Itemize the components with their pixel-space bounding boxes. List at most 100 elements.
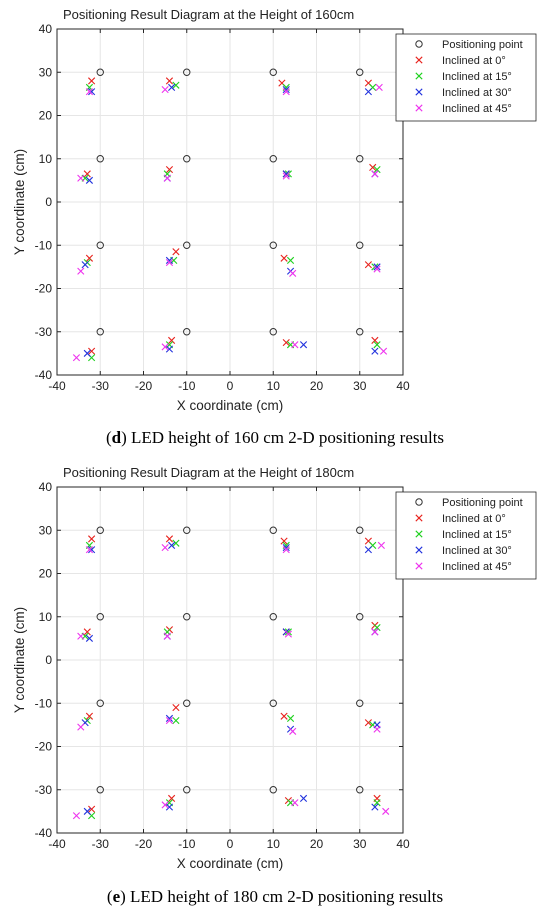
data-point-x xyxy=(291,341,299,349)
figure-caption: (d) LED height of 160 cm 2-D positioning… xyxy=(105,428,445,447)
y-tick-label: -20 xyxy=(35,740,53,754)
legend-marker-x xyxy=(415,56,423,64)
data-point-x xyxy=(88,77,96,85)
data-point-x xyxy=(165,535,174,543)
data-point-x xyxy=(88,535,96,543)
x-tick-label: 30 xyxy=(353,379,367,393)
x-tick-label: -20 xyxy=(135,837,153,851)
data-point-x xyxy=(289,269,297,277)
data-point-circle xyxy=(269,328,277,336)
x-axis-label: X coordinate (cm) xyxy=(177,398,284,413)
data-point-circle xyxy=(269,526,277,534)
data-point-x xyxy=(364,88,372,96)
y-tick-label: -40 xyxy=(35,368,53,382)
caption-text: LED height of 180 cm 2-D positioning res… xyxy=(125,887,444,906)
data-point-x xyxy=(88,347,96,355)
data-point-x xyxy=(161,801,169,809)
data-point-x xyxy=(85,254,94,262)
x-axis-label: X coordinate (cm) xyxy=(177,856,284,871)
data-point-x xyxy=(282,85,290,94)
legend-label: Inclined at 0° xyxy=(442,55,506,67)
data-point-circle xyxy=(269,786,277,794)
data-point-x xyxy=(282,172,290,180)
data-point-x xyxy=(72,812,81,820)
data-point-x xyxy=(81,261,89,269)
y-tick-label: 40 xyxy=(39,480,53,494)
data-point-circle xyxy=(183,328,191,336)
data-point-x xyxy=(88,88,96,96)
data-point-x xyxy=(373,799,381,807)
legend: Positioning point Inclined at 0° Inclined … xyxy=(395,491,537,580)
data-point-x xyxy=(168,541,176,549)
data-point-x xyxy=(168,83,176,91)
legend-label: Inclined at 0° xyxy=(442,513,506,525)
x-tick-label: 10 xyxy=(267,379,281,393)
data-point-x xyxy=(85,88,94,96)
data-point-x xyxy=(161,85,169,94)
data-point-circle xyxy=(356,613,364,621)
series-positioning-point xyxy=(96,526,364,794)
caption-letter: d xyxy=(111,428,122,447)
data-point-x xyxy=(373,623,381,632)
data-point-x xyxy=(280,712,288,720)
data-point-x xyxy=(282,543,290,552)
figure-caption: (e) LED height of 180 cm 2-D positioning… xyxy=(106,887,444,906)
data-point-circle xyxy=(96,68,104,76)
data-point-x xyxy=(165,345,174,353)
data-point-circle xyxy=(183,68,191,76)
data-point-x xyxy=(291,799,299,807)
x-tick-label: 40 xyxy=(396,837,410,851)
data-point-circle xyxy=(269,613,277,621)
y-tick-label: 30 xyxy=(39,523,53,537)
x-tick-label: -30 xyxy=(92,379,110,393)
data-point-x xyxy=(77,723,85,731)
y-tick-label: 20 xyxy=(39,567,53,581)
data-point-x xyxy=(165,803,174,811)
data-point-x xyxy=(371,347,379,355)
legend-marker-x xyxy=(415,88,423,96)
data-point-circle xyxy=(356,786,364,794)
data-point-x xyxy=(172,716,180,725)
data-point-circle xyxy=(183,241,191,249)
data-point-circle xyxy=(269,155,277,163)
x-tick-label: 10 xyxy=(267,837,281,851)
data-point-x xyxy=(165,258,174,267)
legend-marker-circle xyxy=(415,40,423,48)
legend-label: Inclined at 15° xyxy=(442,529,512,541)
legend-marker-x xyxy=(415,72,423,80)
legend-label: Positioning point xyxy=(442,497,523,509)
data-point-x xyxy=(72,354,81,362)
y-tick-label: 10 xyxy=(39,610,53,624)
chart-title: Positioning Result Diagram at the Height… xyxy=(63,465,354,480)
data-point-x xyxy=(280,254,288,262)
data-point-x xyxy=(77,632,85,640)
y-tick-label: -20 xyxy=(35,282,53,296)
data-point-x xyxy=(286,714,295,722)
data-point-x xyxy=(364,719,372,727)
data-point-x xyxy=(172,81,180,89)
data-point-x xyxy=(83,170,91,178)
data-point-circle xyxy=(96,613,104,621)
data-point-x xyxy=(85,546,94,554)
data-point-x xyxy=(77,174,85,182)
data-point-circle xyxy=(183,155,191,163)
legend-marker-x xyxy=(415,562,423,570)
x-tick-label: 0 xyxy=(227,837,234,851)
legend-label: Positioning point xyxy=(442,39,523,51)
data-point-circle xyxy=(96,241,104,249)
x-tick-label: -30 xyxy=(92,837,110,851)
y-tick-label: 30 xyxy=(39,65,53,79)
legend-label: Inclined at 30° xyxy=(442,545,512,557)
data-point-x xyxy=(371,803,379,811)
data-point-x xyxy=(377,541,385,549)
data-point-x xyxy=(77,267,85,275)
data-point-x xyxy=(85,712,94,720)
scatter-chart-180cm: -40 -30 -20 -10 0 10 20 30 40 -40 -30 -20 -10 0 10 20 30… xyxy=(12,465,537,871)
x-tick-label: -10 xyxy=(178,837,196,851)
data-point-circle xyxy=(356,68,364,76)
data-point-x xyxy=(282,338,290,347)
data-point-x xyxy=(284,630,292,638)
data-point-x xyxy=(299,341,308,349)
data-point-x xyxy=(373,165,381,174)
data-point-circle xyxy=(96,155,104,163)
